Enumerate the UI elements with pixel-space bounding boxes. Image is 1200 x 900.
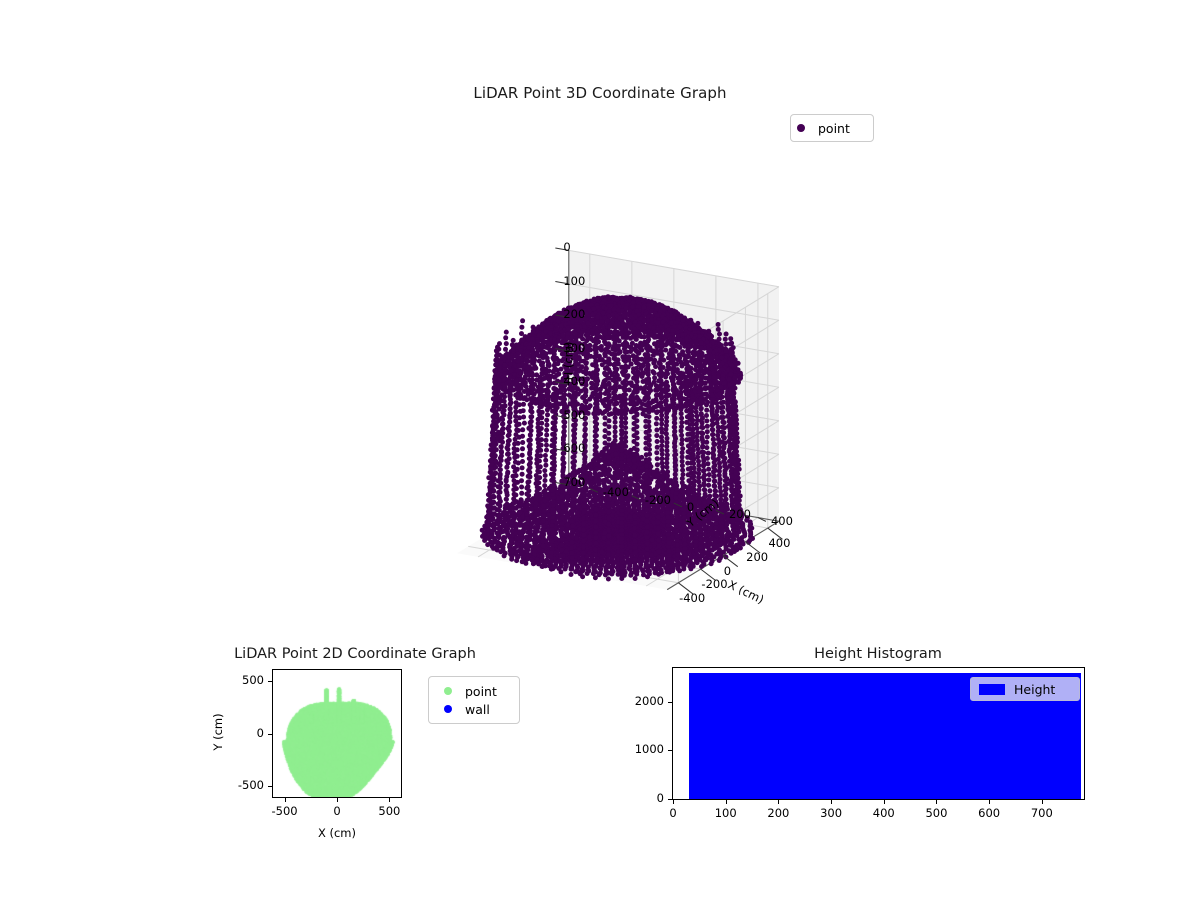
chart-hist-x-tick-label: 700 <box>1030 806 1053 820</box>
x-tick-label: 200 <box>746 550 769 564</box>
legend-label-point: point <box>465 683 497 699</box>
x-tick-label: -400 <box>679 591 706 606</box>
chart-hist-x-tick-label: 0 <box>669 806 677 820</box>
z-tick-label: 200 <box>563 307 586 322</box>
y-tick-label: 200 <box>728 507 751 522</box>
point-marker-icon <box>797 124 805 132</box>
y-tick-label: 0 <box>686 499 695 514</box>
x2-tickmark <box>337 798 338 802</box>
chart-hist-y-tick-label: 1000 <box>634 742 664 757</box>
chart-2d-y-tick-label: -500 <box>237 777 264 792</box>
z-tick-label: 700 <box>563 474 586 489</box>
chart-hist-x-tick-label: 100 <box>714 806 737 820</box>
chart-2d-y-tick-label: 0 <box>256 725 264 740</box>
y-tick-label: -200 <box>644 492 671 507</box>
xh-tickmark <box>1041 800 1043 804</box>
chart-2d-ylabel: Y (cm) <box>211 713 225 751</box>
chart-3d-zlabel: H (cm) <box>561 341 576 381</box>
chart-hist-x-tick-label: 200 <box>767 806 790 820</box>
legend-label-height: Height <box>1014 681 1056 697</box>
yh-tickmark <box>668 750 672 752</box>
xh-tickmark <box>989 800 991 804</box>
chart-hist-legend[interactable]: Height <box>970 677 1080 701</box>
chart-3d-canvas <box>457 247 783 595</box>
xh-tickmark <box>673 800 674 804</box>
xh-tickmark <box>831 800 833 804</box>
chart-2d-x-tick-label: -500 <box>271 804 298 818</box>
z-tick-label: 0 <box>563 240 571 255</box>
y-tick-label: 400 <box>770 514 793 529</box>
x-tick-label: 0 <box>723 563 732 578</box>
y2-tickmark <box>268 733 272 735</box>
chart-hist-x-tick-label: 400 <box>872 806 895 820</box>
wall-marker-icon <box>444 705 452 713</box>
legend-label-wall: wall <box>465 701 490 717</box>
y2-tickmark <box>268 681 272 683</box>
height-patch-icon <box>979 683 1005 695</box>
x2-tickmark <box>284 798 286 802</box>
chart-2d-legend[interactable]: point wall <box>428 676 520 724</box>
legend-label-point: point <box>818 120 850 136</box>
legend-item-wall: wall <box>438 700 510 718</box>
x-tick-label: 400 <box>768 536 791 551</box>
z-tick-label: 600 <box>563 441 586 456</box>
chart-hist-x-tick-label: 500 <box>925 806 948 820</box>
x2-tickmark <box>389 798 391 802</box>
legend-item-height: Height <box>977 678 1073 700</box>
xh-tickmark <box>725 800 727 804</box>
chart-hist-title: Height Histogram <box>814 646 942 662</box>
yh-tickmark <box>668 799 672 800</box>
chart-3d-legend[interactable]: point <box>790 114 874 142</box>
chart-3d-axes[interactable] <box>300 120 940 630</box>
xh-tickmark <box>883 800 885 804</box>
chart-2d-y-tick-label: 500 <box>242 673 264 688</box>
chart-2d-x-tick-label: 0 <box>333 804 341 818</box>
x-tick-label: -200 <box>701 577 728 592</box>
point-marker-icon <box>444 687 452 695</box>
chart-hist-x-tick-label: 600 <box>978 806 1001 820</box>
xh-tickmark <box>778 800 780 804</box>
legend-item-point: point <box>791 115 873 141</box>
z-tick-label: 500 <box>563 407 586 422</box>
xh-tickmark <box>936 800 938 804</box>
chart-hist-x-tick-label: 300 <box>820 806 843 820</box>
chart-2d-axes[interactable] <box>272 669 402 798</box>
chart-2d-canvas <box>273 670 401 797</box>
z-tick-label: 300 <box>563 340 586 355</box>
y-tick-label: -400 <box>602 485 629 500</box>
chart-hist-y-tick-label: 2000 <box>634 693 664 708</box>
chart-2d-xlabel: X (cm) <box>317 826 357 840</box>
yh-tickmark <box>668 701 672 703</box>
chart-hist-y-tick-label: 0 <box>656 791 664 805</box>
chart-3d-title: LiDAR Point 3D Coordinate Graph <box>473 84 727 102</box>
z-tick-label: 400 <box>563 374 586 389</box>
z-tick-label: 100 <box>563 273 586 288</box>
legend-item-point: point <box>438 682 510 700</box>
y2-tickmark <box>268 785 272 787</box>
chart-2d-x-tick-label: 500 <box>378 804 401 818</box>
chart-2d-title: LiDAR Point 2D Coordinate Graph <box>234 646 476 662</box>
